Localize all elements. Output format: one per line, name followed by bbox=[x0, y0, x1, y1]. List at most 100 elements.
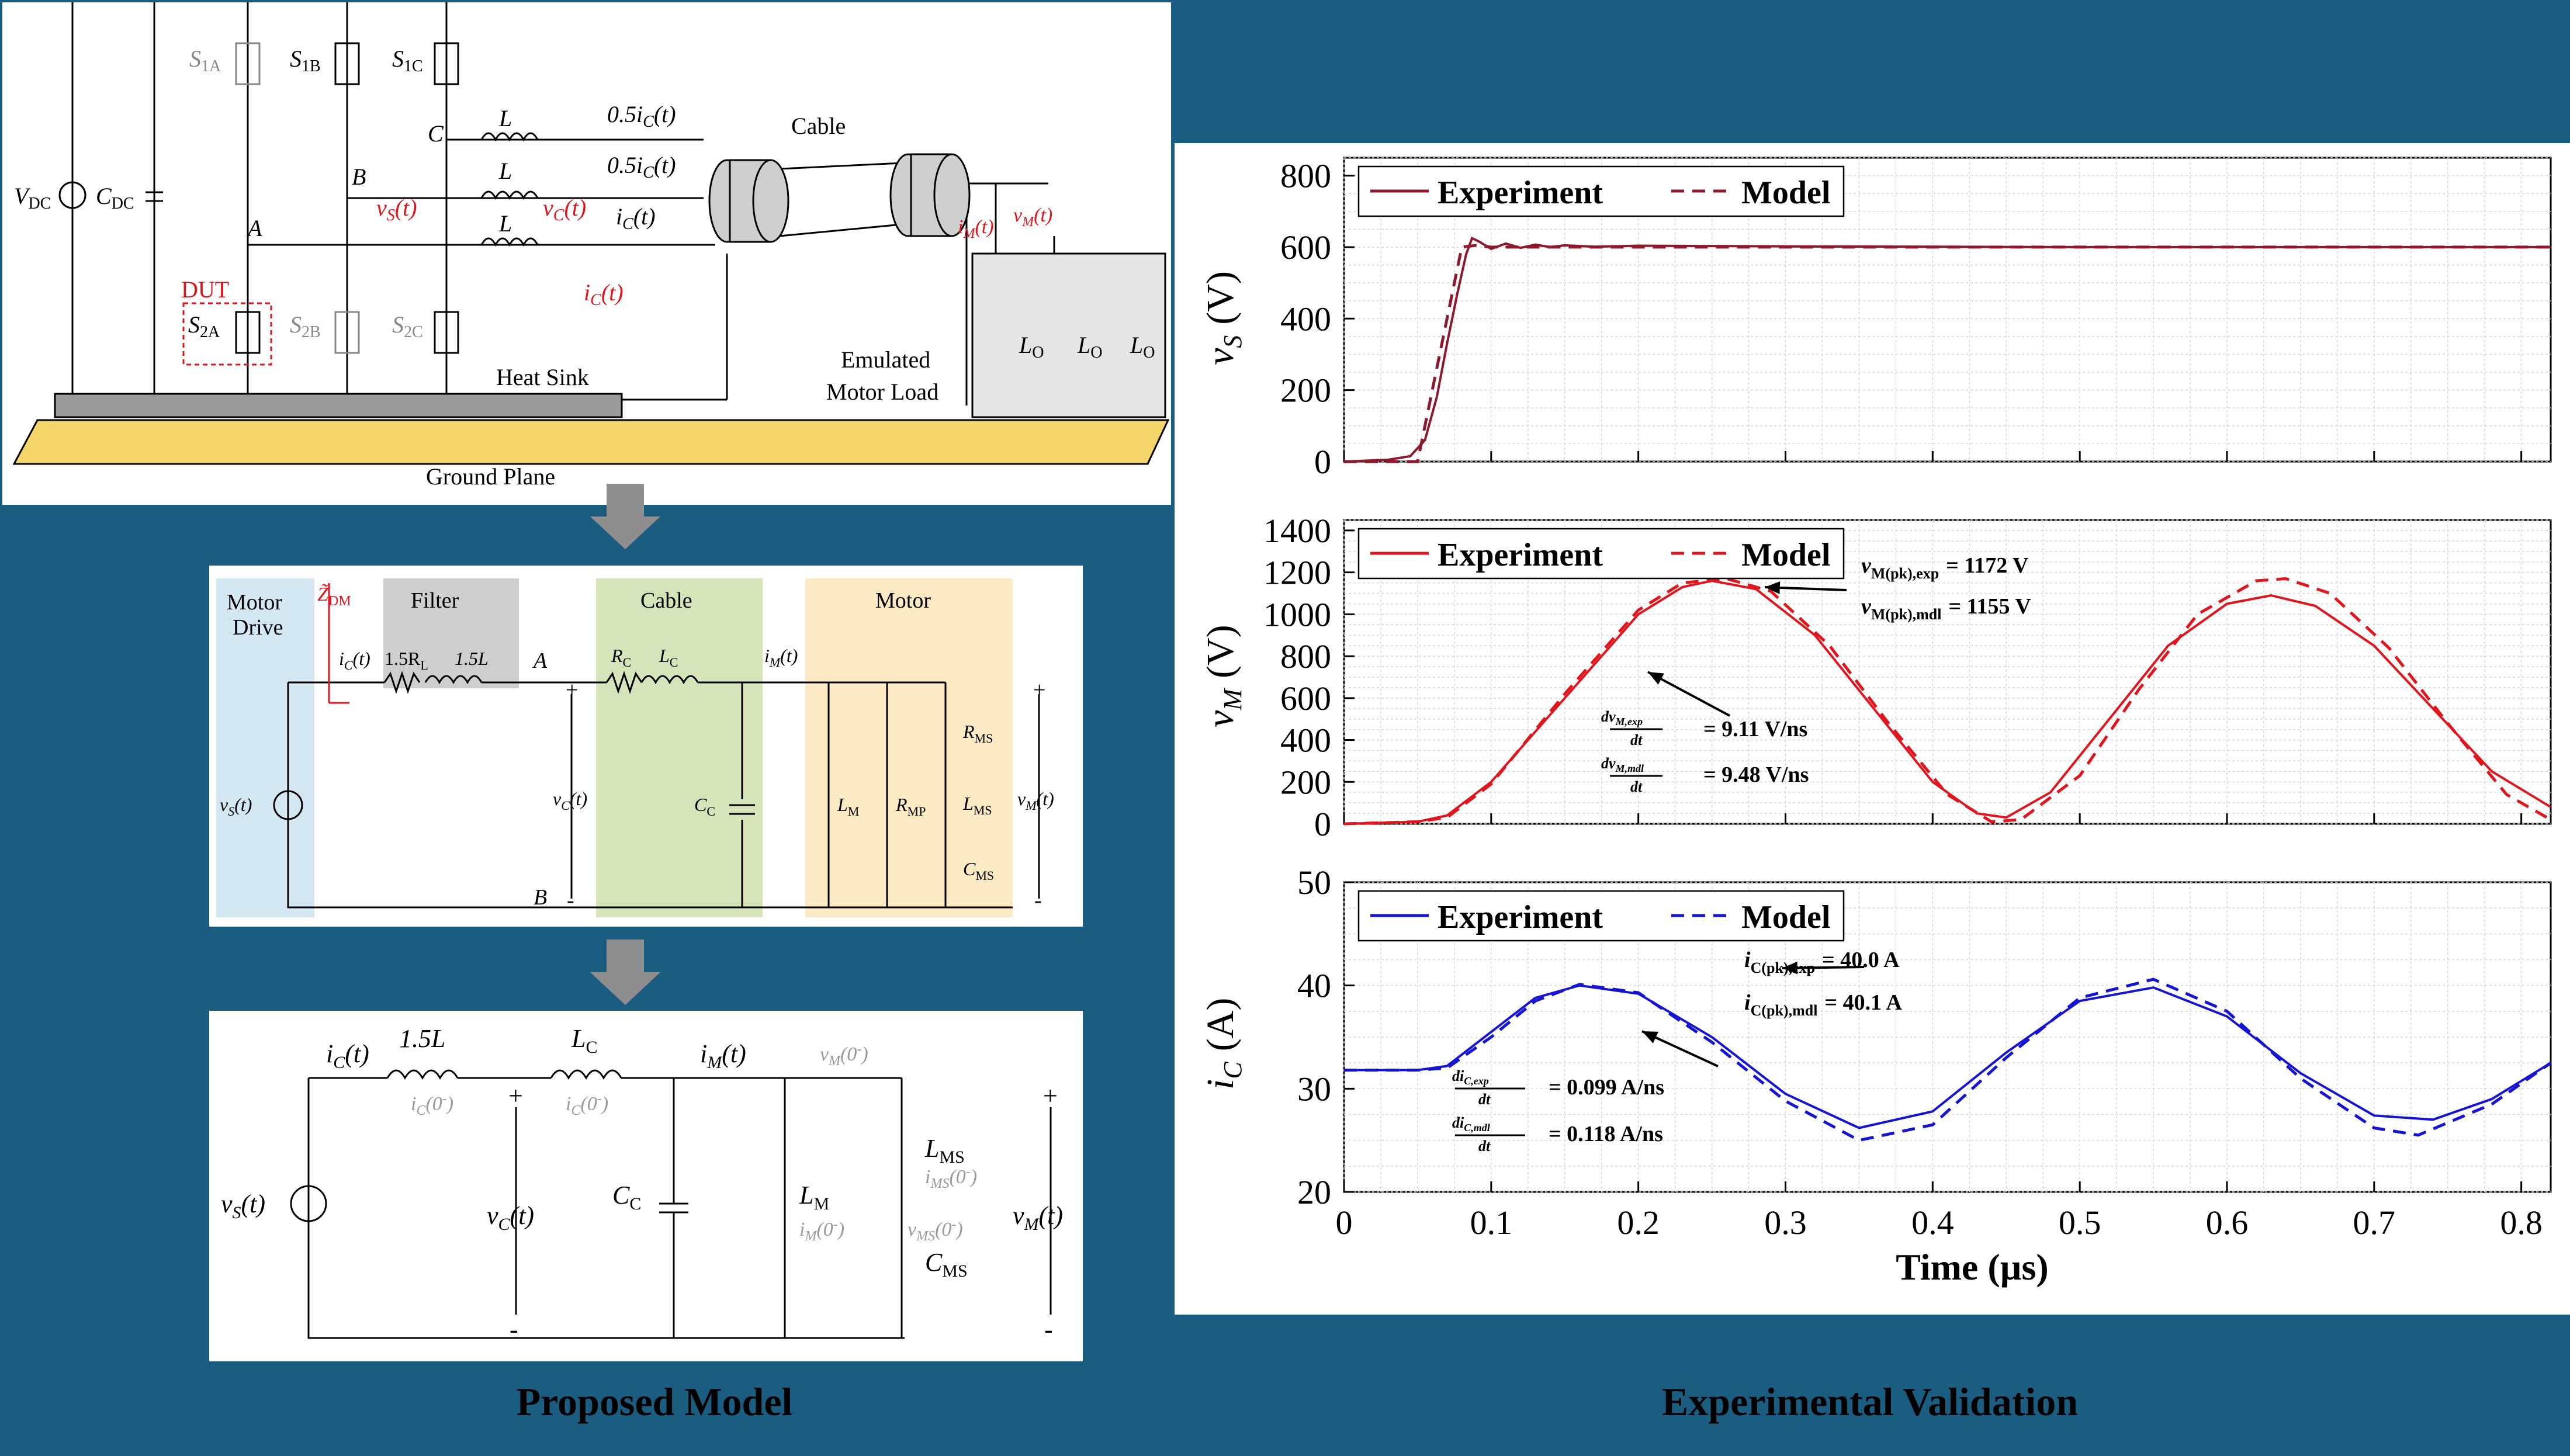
svg-text:RC: RC bbox=[611, 645, 631, 670]
hardware-schematic-panel: VDC CDC S1A S1B S1C S2A S2B S2C DUT A B … bbox=[2, 2, 1171, 505]
svg-text:LM: LM bbox=[799, 1181, 829, 1214]
dut-label: DUT bbox=[181, 276, 229, 303]
rms-label: R bbox=[962, 721, 975, 742]
svg-text:CC: CC bbox=[694, 794, 715, 819]
vm-reduced-plus: + bbox=[1043, 1081, 1058, 1110]
cms-model-label: C bbox=[963, 858, 976, 879]
x-axis-label: Time (µs) bbox=[1896, 1246, 2048, 1288]
vdc-sub: DC bbox=[28, 195, 51, 213]
vm-plus: + bbox=[1033, 678, 1045, 702]
series-experiment-line bbox=[1344, 984, 2552, 1129]
svg-text:iC(0-): iC(0-) bbox=[566, 1091, 608, 1118]
svg-text:vC(t): vC(t) bbox=[553, 788, 587, 813]
y-tick-label: 400 bbox=[1280, 300, 1331, 338]
series-model-line bbox=[1343, 577, 2552, 826]
ground-plane-label: Ground Plane bbox=[426, 463, 555, 490]
dv-exp-den: dt bbox=[1630, 732, 1643, 748]
x-tick-label: 0.2 bbox=[1617, 1204, 1660, 1242]
svg-text:0.5iC(t): 0.5iC(t) bbox=[607, 152, 676, 182]
svg-text:S1A: S1A bbox=[189, 46, 221, 75]
series-model-line bbox=[1344, 244, 2551, 463]
svg-text:vS(V): vS(V) bbox=[1199, 271, 1247, 365]
lm-model-label: L bbox=[837, 794, 848, 815]
arrow-head-icon bbox=[1782, 961, 1797, 975]
svg-text:LO: LO bbox=[1019, 332, 1044, 362]
legend: Experiment Model bbox=[1357, 165, 1845, 217]
svg-text:S2B: S2B bbox=[290, 311, 321, 341]
svg-text:vM(t): vM(t) bbox=[1013, 1201, 1063, 1234]
svg-text:CC: CC bbox=[612, 1181, 641, 1214]
legend-model: Model bbox=[1741, 899, 1830, 935]
svg-text:vM(t): vM(t) bbox=[1017, 788, 1054, 813]
svg-text:vM(0-): vM(0-) bbox=[820, 1042, 868, 1069]
svg-text:CDC: CDC bbox=[96, 183, 134, 213]
dv-exp-num: dv bbox=[1601, 708, 1616, 725]
s1b-switch-icon bbox=[334, 42, 360, 85]
s2b-sub: 2B bbox=[302, 323, 321, 341]
vm0-label: v bbox=[820, 1044, 829, 1065]
vc-reduced-plus: + bbox=[508, 1081, 523, 1110]
svg-text:S2C: S2C bbox=[392, 311, 423, 341]
dv-mdl-value: = 9.48 V/ns bbox=[1703, 762, 1809, 787]
legend: Experiment Model bbox=[1357, 890, 1845, 942]
dv-mdl-den: dt bbox=[1630, 778, 1643, 795]
s2b-switch-icon bbox=[334, 311, 360, 354]
motor-drive-label-2: Drive bbox=[233, 615, 283, 640]
svg-text:LO: LO bbox=[1130, 332, 1155, 362]
vc-red-label: v bbox=[543, 195, 553, 221]
l-filter-label: 1.5L bbox=[455, 648, 489, 669]
svg-text:dvM,exp: dvM,exp bbox=[1601, 708, 1643, 727]
ic-ylabel: i bbox=[1199, 1079, 1242, 1090]
svg-text:CMS: CMS bbox=[925, 1248, 968, 1281]
motor-drive-label-1: Motor bbox=[227, 590, 282, 615]
model-schematic: Motor Drive Filter Cable Motor Z̃DM 1.5R… bbox=[216, 578, 1054, 917]
legend-experiment: Experiment bbox=[1438, 537, 1603, 573]
im0-label: i bbox=[799, 1219, 805, 1240]
x-tick-label: 0.4 bbox=[1911, 1204, 1954, 1242]
svg-text:S1C: S1C bbox=[392, 46, 423, 75]
y-tick-label: 1000 bbox=[1263, 595, 1331, 633]
vm-reduced-label: v bbox=[1013, 1201, 1024, 1230]
dv-exp-value: = 9.11 V/ns bbox=[1703, 717, 1807, 741]
motor-section-label: Motor bbox=[875, 588, 931, 613]
ic0-b-label: i bbox=[566, 1093, 571, 1115]
lms-reduced-label: L bbox=[924, 1134, 939, 1163]
series-experiment-line bbox=[1343, 236, 2551, 463]
vc-reduced-label: v bbox=[487, 1201, 498, 1230]
caption-right: Experimental Validation bbox=[1661, 1379, 2079, 1424]
inductor-a-label: L bbox=[498, 210, 512, 237]
dv-mdl-num: dv bbox=[1601, 755, 1616, 772]
heat-sink-label: Heat Sink bbox=[496, 364, 589, 390]
di-mdl-num: di bbox=[1452, 1114, 1464, 1131]
svg-text:iC(0-): iC(0-) bbox=[411, 1091, 453, 1118]
node-a-model-label: A bbox=[532, 649, 548, 673]
svg-text:iM(t): iM(t) bbox=[700, 1039, 746, 1072]
svg-text:LMS: LMS bbox=[962, 793, 992, 817]
legend-experiment: Experiment bbox=[1438, 175, 1603, 211]
s1c-switch-icon bbox=[434, 42, 459, 85]
half-ic-b-label: 0.5i bbox=[607, 152, 643, 178]
svg-text:vM(pk),exp= 1172 V: vM(pk),exp = 1172 V bbox=[1861, 553, 2029, 582]
legend: Experiment Model bbox=[1357, 528, 1845, 580]
down-arrow-icon bbox=[590, 484, 660, 549]
im-reduced-label: i bbox=[700, 1039, 707, 1068]
y-tick-label: 0 bbox=[1314, 805, 1331, 843]
node-b-label: B bbox=[352, 164, 366, 190]
y-tick-label: 0 bbox=[1314, 443, 1331, 481]
lo-label-1: L bbox=[1019, 332, 1032, 358]
plots-panel: vS(V) vM(V) iC(A) Time (µs) 0 200 400 600 80… bbox=[1175, 143, 2570, 1315]
lo-label-3: L bbox=[1130, 332, 1143, 358]
x-tick-label: 0.8 bbox=[2500, 1204, 2543, 1242]
r-filter-label: 1.5R bbox=[385, 648, 421, 669]
filter-label: Filter bbox=[411, 588, 459, 613]
vs-red-label: v bbox=[376, 195, 387, 221]
x-tick-label: 0 bbox=[1336, 1204, 1353, 1242]
inductor-b-label: L bbox=[498, 158, 512, 184]
arrow-head-icon bbox=[1642, 1031, 1658, 1044]
svg-text:vMS(0-): vMS(0-) bbox=[908, 1217, 963, 1244]
svg-text:0.5iC(t): 0.5iC(t) bbox=[607, 101, 676, 131]
svg-text:vC(t): vC(t) bbox=[543, 195, 586, 224]
svg-text:vC(t): vC(t) bbox=[487, 1201, 534, 1234]
vms0-label: v bbox=[908, 1219, 917, 1240]
